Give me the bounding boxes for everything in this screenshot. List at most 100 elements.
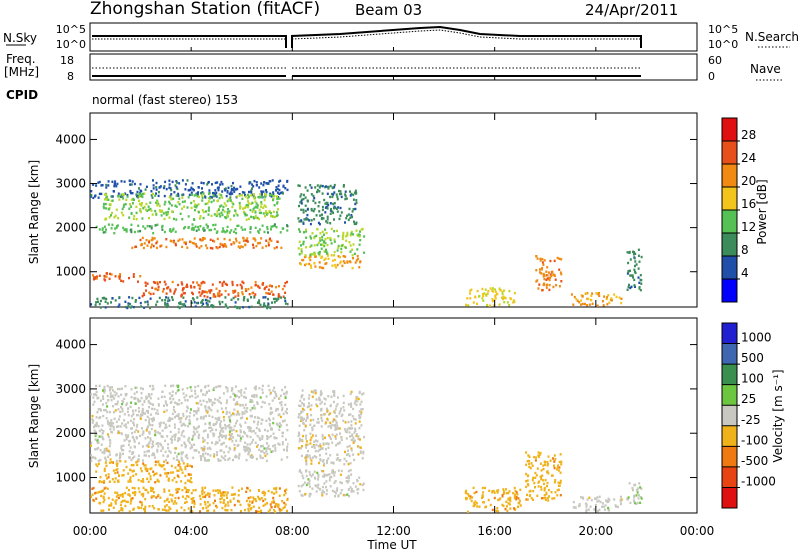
heatmap-cell: [210, 409, 213, 412]
heatmap-cell: [236, 224, 239, 228]
heatmap-cell: [141, 217, 144, 220]
heatmap-cell: [213, 433, 216, 436]
heatmap-cell: [202, 495, 205, 499]
heatmap-cell: [319, 443, 322, 446]
heatmap-cell: [110, 502, 113, 505]
heatmap-cell: [550, 491, 553, 494]
heatmap-cell: [226, 191, 229, 194]
heatmap-cell: [309, 423, 312, 426]
heatmap-cell: [548, 288, 551, 292]
heatmap-cell: [359, 438, 361, 441]
heatmap-cell: [280, 401, 283, 404]
heatmap-cell: [134, 299, 137, 302]
heatmap-cell: [212, 304, 215, 308]
heatmap-cell: [258, 208, 261, 211]
heatmap-cell: [298, 424, 301, 427]
heatmap-cell: [266, 502, 269, 505]
heatmap-cell: [229, 429, 232, 432]
heatmap-cell: [267, 241, 270, 244]
heatmap-cell: [128, 493, 131, 496]
heatmap-cell: [309, 258, 312, 262]
heatmap-cell: [301, 258, 304, 262]
heatmap-cell: [311, 395, 314, 398]
heatmap-cell: [140, 501, 143, 504]
heatmap-cell: [553, 464, 555, 467]
heatmap-cell: [493, 496, 496, 500]
heatmap-cell: [281, 441, 284, 444]
heatmap-cell: [93, 276, 96, 279]
heatmap-cell: [345, 217, 348, 220]
heatmap-cell: [115, 208, 118, 211]
heatmap-cell: [157, 445, 160, 448]
heatmap-cell: [204, 298, 207, 302]
heatmap-cell: [491, 299, 494, 303]
heatmap-cell: [128, 207, 131, 210]
heatmap-cell: [244, 432, 246, 435]
heatmap-cell: [187, 438, 190, 441]
heatmap-cell: [102, 489, 105, 492]
heatmap-cell: [330, 437, 332, 441]
heatmap-cell: [130, 388, 133, 391]
heatmap-cell: [176, 490, 179, 493]
heatmap-cell: [252, 216, 255, 219]
heatmap-cell: [202, 210, 205, 214]
heatmap-cell: [306, 200, 309, 203]
heatmap-cell: [575, 298, 578, 301]
heatmap-cell: [173, 438, 176, 441]
heatmap-cell: [211, 247, 214, 250]
heatmap-cell: [210, 228, 213, 232]
heatmap-cell: [239, 205, 242, 209]
heatmap-cell: [138, 199, 140, 202]
heatmap-cell: [557, 481, 560, 484]
heatmap-cell: [170, 197, 173, 200]
heatmap-cell: [310, 264, 312, 267]
heatmap-cell: [220, 204, 223, 207]
heatmap-cell: [321, 216, 323, 220]
heatmap-cell: [305, 437, 308, 440]
heatmap-cell: [197, 301, 200, 305]
heatmap-cell: [193, 500, 196, 503]
heatmap-cell: [103, 206, 106, 210]
heatmap-cell: [596, 304, 599, 307]
heatmap-cell: [127, 421, 130, 424]
heatmap-cell: [265, 193, 267, 197]
heatmap-cell: [148, 239, 151, 243]
heatmap-cell: [197, 228, 200, 231]
heatmap-cell: [190, 473, 192, 476]
heatmap-cell: [106, 477, 108, 480]
heatmap-cell: [275, 436, 278, 440]
heatmap-cell: [316, 188, 319, 192]
heatmap-cell: [338, 192, 341, 196]
heatmap-cell: [93, 424, 96, 427]
heatmap-cell: [251, 400, 254, 403]
heatmap-cell: [161, 435, 164, 439]
heatmap-cell: [95, 184, 98, 187]
heatmap-cell: [285, 390, 288, 394]
colorbar-tick-label: 28: [741, 128, 756, 142]
heatmap-cell: [269, 434, 272, 438]
heatmap-cell: [122, 214, 125, 217]
heatmap-cell: [181, 431, 184, 434]
heatmap-cell: [329, 412, 332, 415]
heatmap-cell: [167, 477, 170, 480]
heatmap-cell: [188, 395, 191, 398]
heatmap-cell: [265, 213, 268, 216]
heatmap-cell: [499, 289, 502, 292]
heatmap-cell: [218, 294, 221, 298]
heatmap-cell: [147, 409, 149, 413]
heatmap-cell: [212, 239, 214, 242]
heatmap-cell: [286, 280, 288, 284]
heatmap-cell: [169, 437, 172, 441]
heatmap-cell: [359, 413, 362, 416]
heatmap-cell: [552, 273, 555, 276]
heatmap-cell: [580, 303, 582, 306]
heatmap-cell: [120, 508, 123, 511]
heatmap-cell: [273, 195, 276, 198]
heatmap-cell: [225, 493, 228, 497]
heatmap-cell: [226, 491, 229, 495]
heatmap-cell: [316, 404, 319, 408]
heatmap-cell: [232, 296, 235, 300]
heatmap-cell: [94, 276, 97, 279]
heatmap-cell: [255, 394, 258, 397]
heatmap-cell: [344, 193, 347, 196]
